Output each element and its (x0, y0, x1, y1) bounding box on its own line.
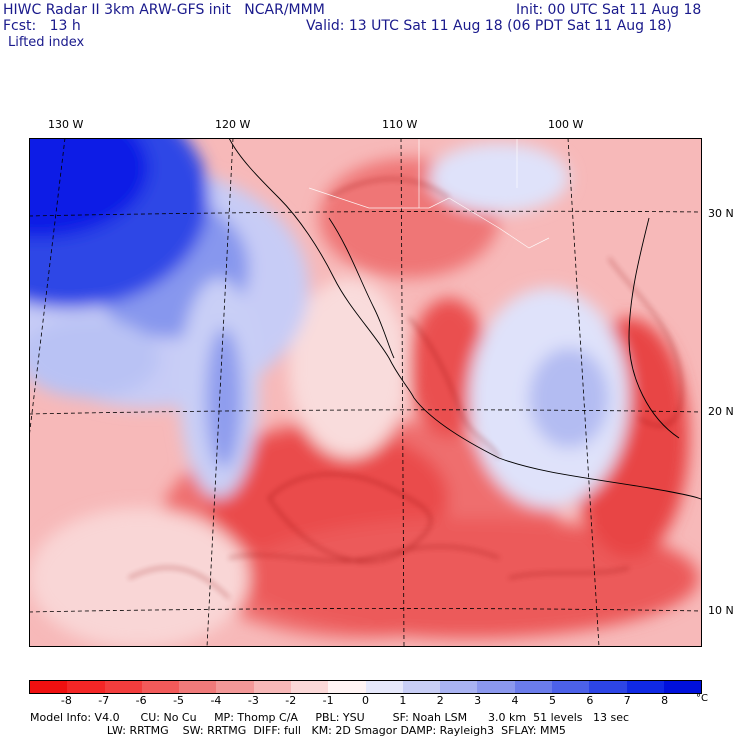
colorbar-segment (290, 681, 329, 693)
colorbar-segment (551, 681, 590, 693)
colorbar (29, 680, 702, 694)
colorbar-segment (365, 681, 403, 693)
map-canvas (29, 138, 702, 647)
footer-line1: Model Info: V4.0 CU: No Cu MP: Thomp C/A… (30, 711, 630, 724)
borders (308, 138, 550, 249)
colorbar-tick-label: 0 (362, 694, 369, 707)
footer-line2: LW: RRTMG SW: RRTMG DIFF: full KM: 2D Sm… (30, 724, 566, 737)
colorbar-tick-label: 6 (586, 694, 594, 707)
header-right-line1: Init: 00 UTC Sat 11 Aug 18 (516, 2, 702, 18)
colorbar-segment (104, 681, 142, 693)
colorbar-tick-label: -2 (285, 694, 297, 707)
colorbar-tick-label: -4 (210, 694, 222, 707)
colorbar-tick-label: 7 (623, 694, 631, 707)
field-shading (29, 138, 699, 647)
colorbar-segment (402, 681, 441, 693)
lat-label-20n: 20 N (708, 405, 734, 418)
colorbar-tick-label: 2 (436, 694, 444, 707)
colorbar-tick-label: -5 (173, 694, 185, 707)
colorbar-segment (589, 681, 627, 693)
colorbar-tick-label: 3 (474, 694, 482, 707)
colorbar-segment (514, 681, 552, 693)
field-name: Lifted index (8, 35, 85, 50)
colorbar-tick-label: 4 (511, 694, 519, 707)
header-left-line2: Fcst: 13 h (3, 18, 81, 34)
header-left-line1: HIWC Radar II 3km ARW-GFS init NCAR/MMM (3, 2, 325, 18)
colorbar-segment (179, 681, 217, 693)
coastlines (228, 138, 702, 501)
lon-label-100w: 100 W (548, 118, 584, 131)
colorbar-segment (216, 681, 254, 693)
colorbar-segment (253, 681, 291, 693)
colorbar-unit: °C (696, 693, 708, 704)
colorbar-segment (477, 681, 515, 693)
colorbar-tick-label: 1 (399, 694, 407, 707)
colorbar-segment (440, 681, 478, 693)
lat-label-30n: 30 N (708, 207, 734, 220)
colorbar-tick-label: -1 (322, 694, 334, 707)
colorbar-segment (67, 681, 105, 693)
colorbar-tick-label: 5 (548, 694, 556, 707)
colorbar-segment (663, 681, 702, 693)
colorbar-tick-label: 8 (661, 694, 669, 707)
colorbar-tick-label: -7 (98, 694, 110, 707)
lon-label-130w: 130 W (48, 118, 84, 131)
colorbar-segment (328, 681, 366, 693)
colorbar-tick-label: -6 (135, 694, 147, 707)
lat-label-10n: 10 N (708, 604, 734, 617)
colorbar-segment (626, 681, 664, 693)
lon-label-110w: 110 W (382, 118, 418, 131)
colorbar-tick-label: -8 (60, 694, 72, 707)
colorbar-segment (141, 681, 180, 693)
lon-label-120w: 120 W (215, 118, 251, 131)
colorbar-segment (30, 681, 68, 693)
graticule (29, 138, 702, 647)
colorbar-tick-label: -3 (247, 694, 259, 707)
header-right-line2: Valid: 13 UTC Sat 11 Aug 18 (06 PDT Sat … (306, 18, 672, 34)
lifted-index-map (29, 138, 702, 647)
map-frame (29, 138, 702, 647)
